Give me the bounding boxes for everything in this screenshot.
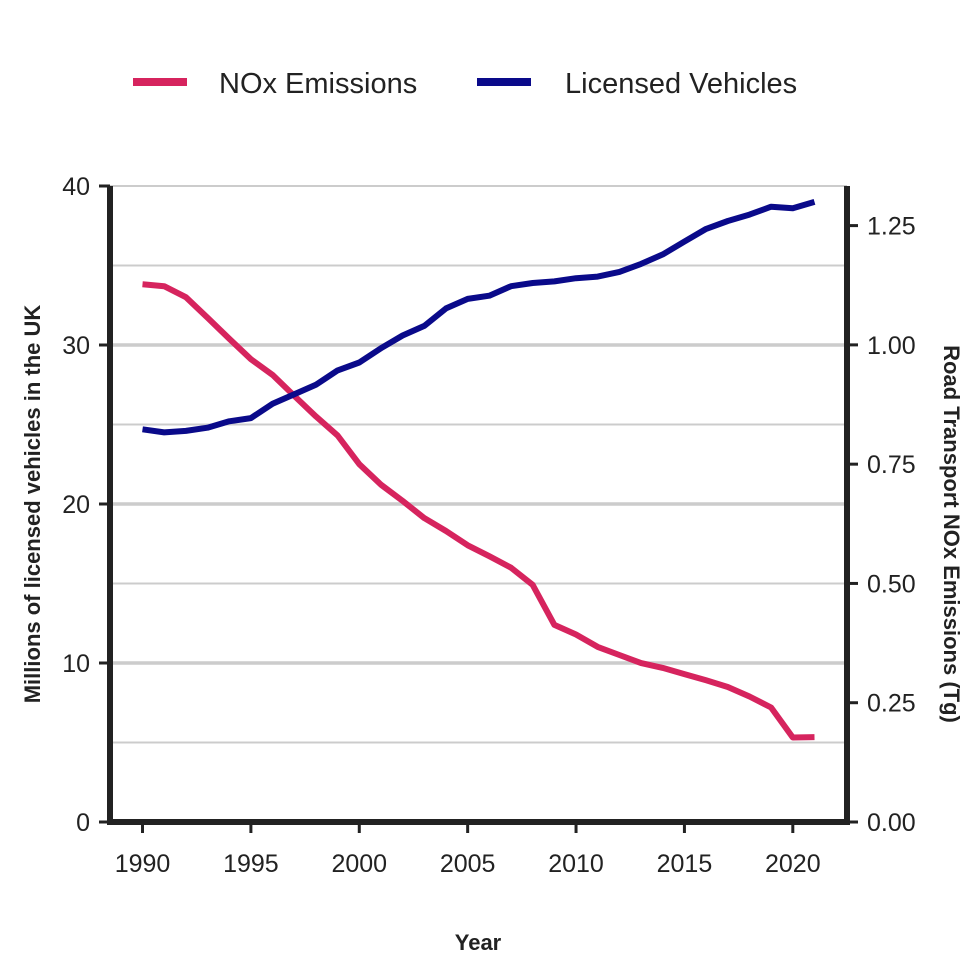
y-right-tick-label: 1.25: [867, 213, 916, 241]
series-line-nox-emissions: [142, 281, 815, 741]
x-axis-title: Year: [455, 930, 502, 955]
y-left-tick-label: 0: [76, 809, 90, 837]
y-left-axis-title: Millions of licensed vehicles in the UK: [20, 305, 45, 704]
x-tick-label: 2005: [440, 850, 496, 878]
grid-layer: [110, 185, 847, 744]
legend-label-vehicles: Licensed Vehicles: [565, 68, 797, 100]
legend: NOx Emissions Licensed Vehicles: [133, 68, 797, 100]
y-right-tick-label: 0.25: [867, 690, 916, 718]
y-left-tick-label: 30: [62, 332, 90, 360]
series-layer: [142, 199, 816, 741]
y-right-tick-label: 0.50: [867, 570, 916, 598]
x-tick-label: 1990: [115, 850, 171, 878]
ticks-layer: 1990 1995 2000 2005 2010 2015 2020 0 10 20 30 40 0.0…: [62, 173, 915, 878]
x-tick-label: 2000: [331, 850, 387, 878]
x-tick-label: 2015: [657, 850, 713, 878]
y-left-tick-label: 10: [62, 650, 90, 678]
x-tick-label: 1995: [223, 850, 279, 878]
series-line-licensed-vehicles: [142, 199, 816, 436]
y-right-tick-label: 0.00: [867, 809, 916, 837]
y-right-tick-label: 0.75: [867, 451, 916, 479]
y-left-tick-label: 20: [62, 491, 90, 519]
y-right-axis-title: Road Transport NOx Emissions (Tg): [939, 345, 964, 723]
legend-label-nox: NOx Emissions: [219, 68, 417, 100]
y-left-tick-label: 40: [62, 173, 90, 201]
y-right-tick-label: 1.00: [867, 332, 916, 360]
x-tick-label: 2010: [548, 850, 604, 878]
x-tick-label: 2020: [765, 850, 821, 878]
